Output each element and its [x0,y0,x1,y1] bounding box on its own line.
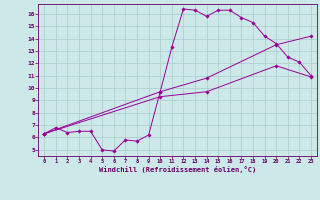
X-axis label: Windchill (Refroidissement éolien,°C): Windchill (Refroidissement éolien,°C) [99,166,256,173]
